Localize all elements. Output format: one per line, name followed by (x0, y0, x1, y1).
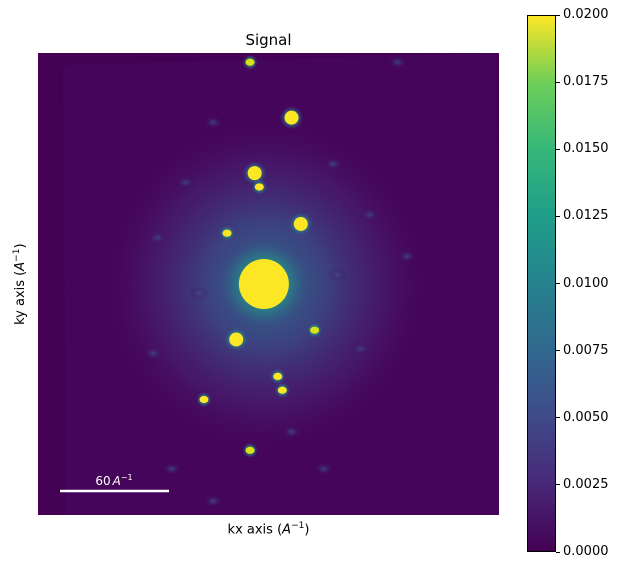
bragg-spot (284, 110, 299, 125)
bragg-spot (222, 229, 232, 237)
chart-title: Signal (245, 31, 292, 49)
bragg-spot (254, 183, 264, 191)
colorbar-tick-label: 0.0050 (563, 409, 609, 425)
faint-spot (281, 424, 302, 439)
bragg-spot (245, 58, 255, 66)
bragg-spot (293, 216, 308, 231)
colorbar-tick-label: 0.0000 (563, 544, 609, 559)
faint-spot (327, 267, 348, 282)
scalebar-value: 60 (95, 474, 110, 488)
colorbar-tick-label: 0.0200 (563, 7, 609, 22)
faint-spot (396, 249, 417, 264)
bragg-spot (310, 326, 320, 334)
bragg-spot (273, 372, 283, 380)
bragg-spot (229, 332, 244, 347)
scalebar-unit-exp: −1 (121, 473, 133, 482)
y-axis-label: ky axis (A−1) (11, 243, 29, 325)
faint-spot (203, 494, 224, 509)
faint-spot (323, 156, 344, 171)
scalebar-unit: A (112, 474, 121, 488)
faint-spot (175, 175, 196, 190)
x-axis-label: kx axis (A−1) (227, 521, 310, 538)
colorbar-tick-mark (556, 417, 560, 419)
faint-spot (313, 461, 334, 476)
colorbar-tick-mark (556, 551, 560, 553)
faint-spot (203, 115, 224, 130)
faint-spot (143, 346, 164, 361)
colorbar-tick-label: 0.0175 (563, 74, 609, 90)
diffraction-image: 60 A−1 (38, 53, 499, 515)
faint-spot (387, 55, 408, 70)
colorbar-tick-label: 0.0075 (563, 342, 609, 358)
colorbar-tick-mark (556, 148, 560, 150)
bragg-spot (199, 395, 209, 404)
faint-spot (359, 207, 380, 222)
bragg-spots-group (196, 54, 323, 458)
bragg-spot (247, 166, 262, 181)
colorbar-tick-mark (556, 484, 560, 486)
colorbar-tick-label: 0.0125 (563, 208, 609, 224)
faint-spot (161, 461, 182, 476)
faint-spot (189, 286, 210, 301)
colorbar-tick-label: 0.0100 (563, 275, 609, 291)
faint-spot (350, 341, 371, 356)
colorbar-tick-label: 0.0025 (563, 476, 609, 492)
colorbar-tick-mark (556, 14, 560, 16)
bragg-spot (238, 259, 289, 309)
colorbar (527, 15, 556, 552)
colorbar-tick-mark (556, 81, 560, 83)
colorbar-tick-mark (556, 215, 560, 217)
colorbar-gradient (527, 15, 556, 552)
colorbar-tick-mark (556, 283, 560, 284)
colorbar-tick-label: 0.0150 (563, 141, 609, 157)
faint-spot (147, 230, 168, 245)
faint-spots-group (143, 55, 417, 509)
bragg-spot (245, 446, 255, 454)
bragg-spot (277, 386, 287, 394)
scalebar-label: 60 A−1 (95, 473, 132, 488)
colorbar-tick-mark (556, 350, 560, 352)
